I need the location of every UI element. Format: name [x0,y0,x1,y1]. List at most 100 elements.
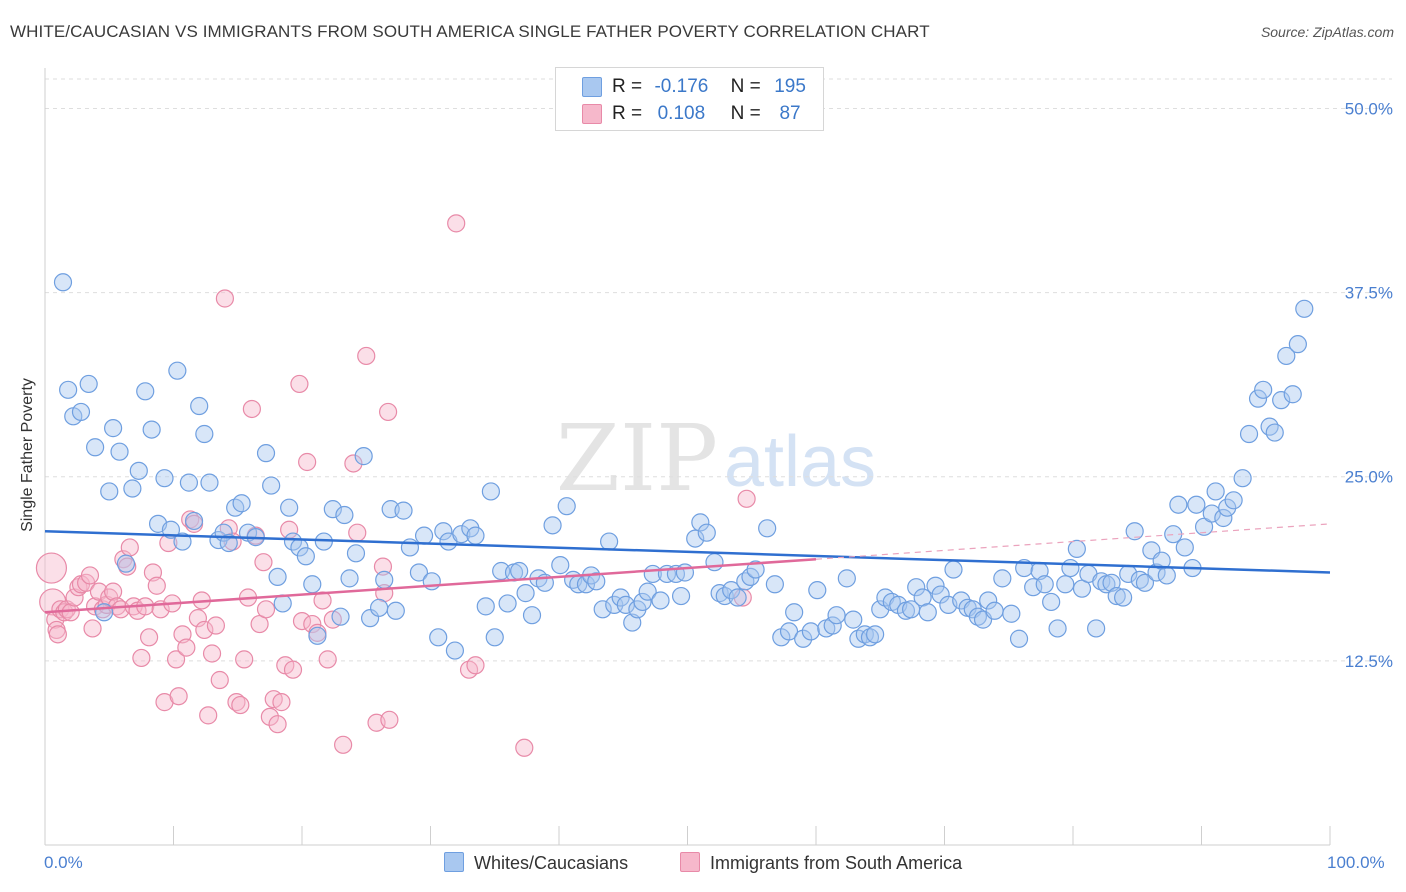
pink-point [120,538,139,557]
blue-point [361,609,380,628]
legend-swatch-whites [582,77,602,97]
pink-point [283,660,303,679]
blue-point [123,479,142,498]
blue-point [1169,495,1188,514]
pink-point [169,687,188,706]
blue-point [232,494,251,513]
blue-point [600,532,619,551]
blue-point [691,513,710,532]
pink-point [177,638,196,657]
blue-point [785,603,804,622]
pink-point [334,735,353,754]
pink-point [515,738,534,757]
pink-point [292,611,312,631]
blue-point [280,498,299,517]
blue-point [844,610,863,629]
blue-point [53,273,73,292]
blue-point [557,497,576,516]
pink-point [80,566,100,585]
blue-point [593,600,612,619]
blue-point [476,597,495,616]
pink-point [188,609,208,628]
pink-point [290,374,309,394]
blue-point [551,556,570,575]
blue-point [168,361,187,380]
blue-point [370,598,389,617]
blue-point [837,569,856,588]
blue-point [993,569,1012,588]
blue-point [1254,380,1273,399]
blue-point [498,594,517,613]
y-tick-label: 25.0% [1345,468,1393,487]
blue-point [794,629,813,648]
blue-point [710,584,729,603]
chart-title: WHITE/CAUCASIAN VS IMMIGRANTS FROM SOUTH… [10,22,930,41]
blue-point [510,561,529,581]
blue-point [59,380,78,399]
blue-point [129,461,148,480]
bottom-legend-whites: Whites/Caucasians [444,852,628,874]
blue-point [1048,619,1067,638]
blue-point [1067,539,1086,559]
blue-point [728,588,747,607]
blue-point [1233,469,1252,488]
blue-point [79,374,98,394]
pink-point [139,628,159,647]
blue-point [434,522,453,541]
pink-point [210,670,229,690]
blue-point [1206,482,1225,501]
blue-point [1288,335,1307,354]
blue-point [200,473,219,492]
pink-point [303,614,322,634]
trend-line-immigrants-extrapolated [815,523,1331,560]
blue-point [866,625,885,644]
pink-point [231,695,250,715]
blue-point [543,516,562,535]
legend-n-label: N = [730,76,761,97]
pink-point [242,399,261,419]
legend-n-value-whites: 195 [774,76,806,97]
blue-point [1248,389,1268,408]
blue-point [375,570,394,589]
blue-point [190,396,209,416]
blue-point [414,526,434,545]
pink-point [272,693,291,712]
blue-point [394,501,413,520]
bottom-legend-label-immigrants: Immigrants from South America [710,853,963,873]
pink-point [298,452,317,472]
watermark-zip: ZIP [556,405,718,512]
pink-point [132,648,151,668]
pink-point [195,620,214,640]
blue-point [142,420,161,439]
legend-r-value-whites: -0.176 [654,76,709,97]
correlation-legend: R = -0.176 N = 195 R = 0.108 N = 87 [555,67,824,131]
blue-point [1265,423,1284,442]
pink-point [373,557,393,576]
legend-r-label: R = [612,103,643,124]
blue-point [1135,573,1155,592]
blue-point [1002,604,1021,623]
blue-point [801,622,820,641]
blue-point [779,622,799,641]
blue-point [926,576,945,595]
pink-point [260,707,279,726]
blue-point [262,476,281,495]
pink-point [199,706,218,725]
blue-point [335,505,354,525]
blue-point [136,382,155,401]
blue-point [219,533,238,553]
blue-point [1042,592,1061,612]
blue-point [1218,498,1237,517]
pink-point [737,489,756,508]
blue-point [633,592,652,612]
blue-point [522,606,542,625]
pink-point [378,402,398,422]
blue-point [110,442,129,461]
blue-point [331,607,350,626]
blue-point [452,525,471,544]
blue-point [1107,586,1126,606]
pink-point [206,616,226,635]
pink-point [215,289,234,308]
legend-swatch-immigrants [582,104,602,124]
